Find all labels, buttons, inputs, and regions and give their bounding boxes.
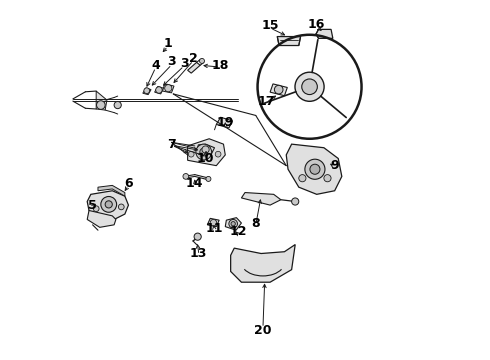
Circle shape [194, 233, 201, 240]
Polygon shape [188, 62, 200, 73]
Circle shape [210, 220, 217, 226]
Text: 12: 12 [229, 225, 246, 238]
Circle shape [156, 87, 162, 93]
Circle shape [93, 206, 99, 212]
Text: 5: 5 [88, 199, 97, 212]
Circle shape [188, 151, 194, 157]
Polygon shape [188, 139, 225, 166]
Circle shape [229, 220, 238, 228]
Text: 6: 6 [124, 177, 133, 190]
Circle shape [231, 222, 235, 226]
Text: 16: 16 [308, 18, 325, 31]
Circle shape [165, 85, 172, 92]
Polygon shape [270, 84, 287, 96]
Text: 14: 14 [186, 177, 203, 190]
Circle shape [199, 58, 204, 63]
Circle shape [302, 79, 318, 95]
Polygon shape [87, 211, 116, 227]
Text: 20: 20 [254, 324, 271, 337]
Circle shape [101, 197, 117, 212]
Circle shape [97, 101, 105, 109]
Text: 9: 9 [330, 159, 339, 172]
Circle shape [274, 85, 283, 94]
Circle shape [119, 204, 124, 210]
Polygon shape [231, 244, 295, 282]
Polygon shape [316, 30, 333, 39]
Polygon shape [196, 144, 215, 155]
Text: 11: 11 [206, 222, 223, 235]
Polygon shape [242, 193, 281, 205]
Text: 17: 17 [258, 95, 275, 108]
Polygon shape [96, 91, 107, 110]
Text: 4: 4 [151, 59, 160, 72]
Text: 15: 15 [261, 19, 279, 32]
Circle shape [114, 102, 122, 109]
Circle shape [215, 151, 221, 157]
Text: 2: 2 [189, 51, 197, 64]
Polygon shape [98, 185, 125, 196]
Circle shape [105, 201, 112, 208]
Polygon shape [163, 84, 174, 93]
Circle shape [183, 174, 189, 179]
Text: 13: 13 [190, 247, 207, 260]
Polygon shape [216, 117, 232, 128]
Circle shape [299, 175, 306, 182]
Text: 3: 3 [167, 55, 176, 68]
Polygon shape [207, 219, 219, 226]
Circle shape [200, 148, 208, 156]
Circle shape [305, 159, 325, 179]
Circle shape [196, 144, 212, 160]
Text: 10: 10 [197, 152, 214, 165]
Circle shape [324, 175, 331, 182]
Circle shape [144, 88, 149, 94]
Text: 8: 8 [251, 216, 260, 230]
Polygon shape [277, 37, 300, 45]
Text: 1: 1 [164, 37, 172, 50]
Text: 19: 19 [217, 116, 234, 129]
Circle shape [310, 164, 320, 174]
Circle shape [292, 198, 299, 205]
Polygon shape [225, 218, 242, 230]
Text: 7: 7 [167, 138, 176, 150]
Circle shape [202, 146, 209, 153]
Text: 18: 18 [211, 59, 228, 72]
Circle shape [295, 72, 324, 101]
Polygon shape [87, 191, 128, 220]
Polygon shape [143, 88, 151, 95]
Polygon shape [286, 144, 342, 194]
Text: 3: 3 [180, 57, 188, 70]
Polygon shape [155, 86, 164, 94]
Circle shape [206, 176, 211, 181]
